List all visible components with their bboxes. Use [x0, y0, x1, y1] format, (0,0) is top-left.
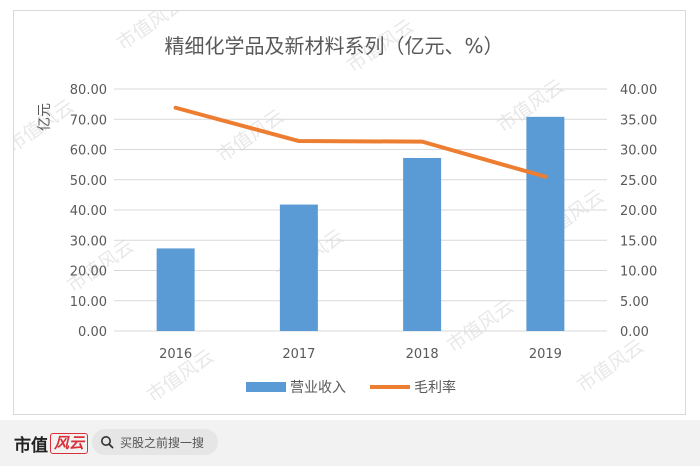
search-box[interactable]: 买股之前搜一搜	[92, 429, 218, 455]
bar-2017	[279, 204, 318, 331]
y-right-tick-label: 10.00	[620, 265, 657, 280]
margin-line	[173, 105, 548, 179]
x-tick-label: 2019	[529, 347, 562, 362]
watermark-text: 市值风云	[443, 295, 518, 357]
search-icon	[101, 436, 114, 449]
y-axis-left-label: 亿元	[37, 103, 53, 131]
y-right-tick-label: 25.00	[620, 174, 657, 189]
legend-label-revenue: 营业收入	[290, 380, 346, 396]
y-left-tick-label: 0.00	[78, 325, 107, 340]
brand-name: 市值	[14, 435, 48, 456]
y-left-tick-label: 80.00	[70, 83, 107, 98]
y-left-tick-label: 50.00	[70, 174, 107, 189]
line-series	[173, 105, 548, 179]
y-left-tick-label: 30.00	[70, 234, 107, 249]
legend-label-margin: 毛利率	[414, 379, 456, 396]
x-axis-ticks: 2016 2017 2018 2019	[159, 347, 562, 362]
chart-title: 精细化学品及新材料系列（亿元、%）	[164, 34, 503, 58]
y-right-tick-label: 30.00	[620, 144, 657, 159]
brand-logo[interactable]: 市值 风云	[14, 430, 89, 456]
gridlines	[114, 88, 607, 332]
y-right-tick-label: 5.00	[620, 295, 649, 310]
bar-2016	[156, 248, 195, 331]
y-left-tick-label: 60.00	[70, 144, 107, 159]
y-axis-left-ticks: 0.00 10.00 20.00 30.00 40.00 50.00 60.00 70.00 8…	[70, 83, 107, 340]
x-tick-label: 2018	[406, 347, 439, 362]
bar-2019	[526, 116, 565, 331]
y-right-tick-label: 15.00	[620, 234, 657, 249]
brand-mark: 风云	[50, 432, 89, 454]
x-tick-label: 2017	[282, 347, 315, 362]
y-left-tick-label: 20.00	[70, 265, 107, 280]
y-left-tick-label: 40.00	[70, 204, 107, 219]
y-right-tick-label: 35.00	[620, 113, 657, 128]
chart-frame: 市值风云 市值风云 市值风云 市值风云 市值风云 市值风云 市值风云 市值风云 市值风云 市值风云…	[3, 0, 686, 415]
y-right-tick-label: 40.00	[620, 83, 657, 98]
search-placeholder: 买股之前搜一搜	[120, 435, 205, 450]
legend: 营业收入 毛利率	[246, 379, 456, 396]
y-right-tick-label: 0.00	[620, 325, 649, 340]
legend-swatch-revenue	[246, 382, 286, 392]
y-axis-right-ticks: 0.00 5.00 10.00 15.00 20.00 25.00 30.00 35.00 40…	[620, 83, 657, 340]
bar-2018	[403, 157, 442, 331]
x-tick-label: 2016	[159, 347, 192, 362]
watermark-text: 市值风云	[573, 335, 648, 397]
y-right-tick-label: 20.00	[620, 204, 657, 219]
y-left-tick-label: 10.00	[70, 295, 107, 310]
bar-series	[156, 116, 565, 331]
y-left-tick-label: 70.00	[70, 113, 107, 128]
footer-bar: 市值 风云 买股之前搜一搜	[0, 420, 700, 466]
